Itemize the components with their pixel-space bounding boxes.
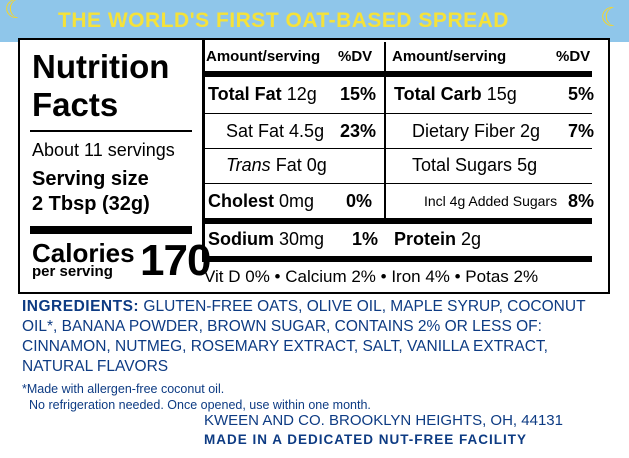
serving-size: Serving size 2 Tbsp (32g) bbox=[32, 168, 150, 215]
ingredients-label: INGREDIENTS: bbox=[22, 298, 140, 315]
total-carb-dv: 5% bbox=[568, 84, 595, 104]
ingredients: INGREDIENTS: GLUTEN-FREE OATS, OLIVE OIL… bbox=[22, 297, 622, 377]
dietary-fiber-row: Dietary Fiber 2g bbox=[412, 121, 541, 141]
panel-title: Nutrition Facts bbox=[32, 48, 170, 123]
banner-title: THE WORLD'S FIRST OAT-BASED SPREAD bbox=[58, 9, 509, 32]
banana-icon: ☾ bbox=[600, 2, 624, 32]
calories-value: 170 bbox=[140, 236, 211, 285]
nutrition-facts-panel: Nutrition Facts About 11 servings Servin… bbox=[18, 38, 610, 294]
total-fat-row: Total Fat 12g bbox=[208, 84, 317, 104]
servings-per-container: About 11 servings bbox=[32, 140, 175, 160]
total-fat-dv: 15% bbox=[340, 84, 377, 104]
total-sugars-row: Total Sugars 5g bbox=[412, 155, 538, 175]
row-rule bbox=[204, 183, 384, 184]
thick-rule bbox=[202, 256, 592, 262]
sat-fat-row: Sat Fat 4.5g bbox=[226, 121, 325, 141]
vitamins-line: Vit D 0% • Calcium 2% • Iron 4% • Potas … bbox=[204, 267, 539, 286]
row-rule bbox=[386, 148, 592, 149]
sodium-row: Sodium 30mg bbox=[208, 229, 325, 249]
row-rule bbox=[386, 113, 592, 114]
right-header-amount: Amount/serving bbox=[392, 48, 507, 65]
dietary-fiber-dv: 7% bbox=[568, 121, 595, 141]
added-sugars-row: Incl 4g Added Sugars bbox=[424, 193, 558, 209]
vertical-divider bbox=[202, 40, 205, 262]
ingredients-text: GLUTEN-FREE OATS, OLIVE OIL, MAPLE SYRUP… bbox=[22, 298, 586, 375]
footnotes: *Made with allergen-free coconut oil. No… bbox=[22, 381, 371, 413]
calories-label: Calories bbox=[32, 238, 135, 268]
divider bbox=[30, 130, 192, 132]
added-sugars-dv: 8% bbox=[568, 191, 595, 211]
cholesterol-row: Cholest 0mg bbox=[208, 191, 315, 211]
row-rule bbox=[386, 183, 592, 184]
left-header-dv: %DV bbox=[338, 48, 373, 65]
thick-divider bbox=[30, 226, 192, 234]
row-rule bbox=[204, 148, 384, 149]
right-header-dv: %DV bbox=[556, 48, 591, 65]
trans-fat-row: Trans Fat 0g bbox=[226, 155, 327, 175]
storage-note: No refrigeration needed. Once opened, us… bbox=[29, 398, 371, 412]
calories-sub-label: per serving bbox=[32, 263, 113, 280]
facility-note: MADE IN A DEDICATED NUT-FREE FACILITY bbox=[204, 432, 527, 447]
header-thick-rule bbox=[202, 71, 592, 77]
company-address: KWEEN AND CO. BROOKLYN HEIGHTS, OH, 4413… bbox=[204, 412, 563, 429]
column-divider bbox=[384, 42, 386, 224]
thick-rule bbox=[202, 218, 592, 224]
sat-fat-dv: 23% bbox=[340, 121, 377, 141]
banana-icon: ☾ bbox=[4, 0, 28, 24]
row-rule bbox=[204, 113, 384, 114]
protein-row: Protein 2g bbox=[394, 229, 482, 249]
cholesterol-dv: 0% bbox=[346, 191, 373, 211]
allergen-note: *Made with allergen-free coconut oil. bbox=[22, 382, 225, 396]
top-banner: ☾ ☾ THE WORLD'S FIRST OAT-BASED SPREAD bbox=[0, 0, 629, 42]
sodium-dv: 1% bbox=[352, 229, 379, 249]
left-header-amount: Amount/serving bbox=[206, 48, 321, 65]
total-carb-row: Total Carb 15g bbox=[394, 84, 517, 104]
